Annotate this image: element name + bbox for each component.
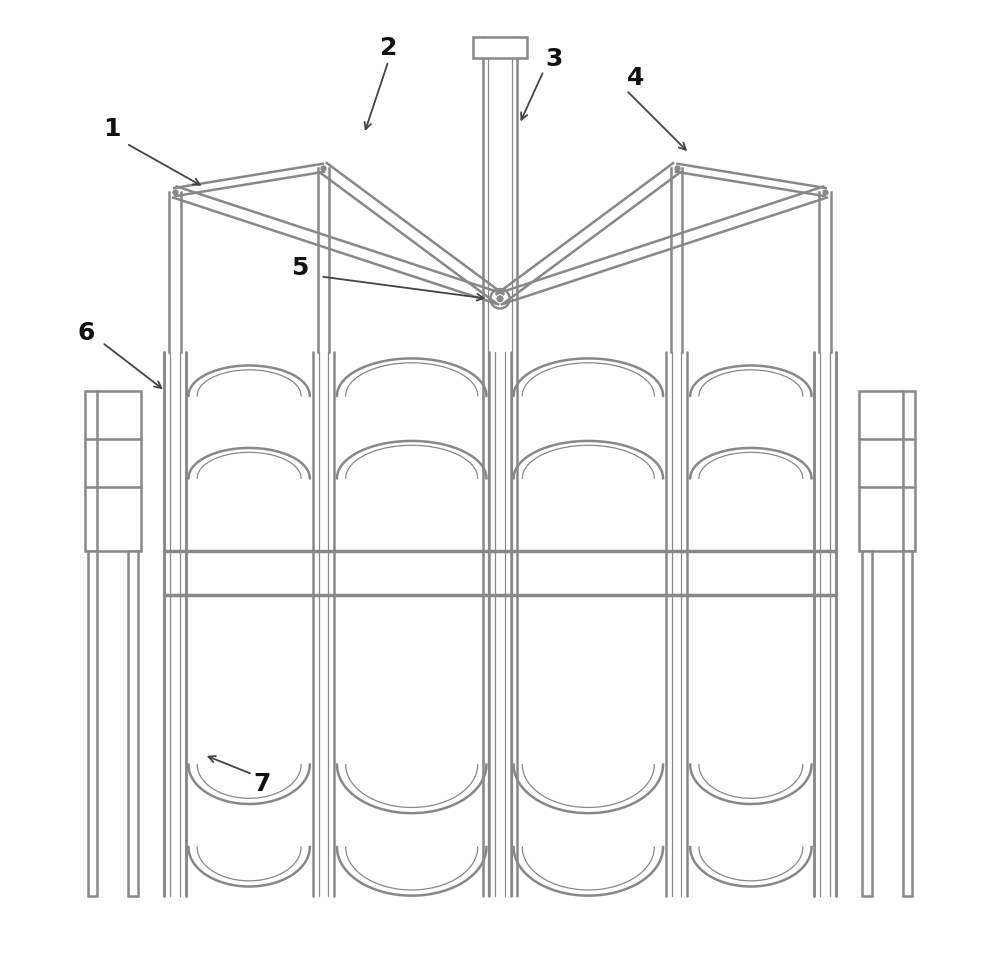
Text: 4: 4	[627, 66, 645, 91]
Text: 6: 6	[78, 321, 95, 345]
Bar	[473, 37, 527, 59]
Bar	[128, 551, 138, 896]
Bar	[903, 551, 912, 896]
Text: 2: 2	[380, 36, 397, 61]
Text: 7: 7	[254, 772, 271, 796]
Bar	[85, 391, 141, 551]
Text: 5: 5	[291, 256, 309, 280]
Bar	[859, 391, 915, 551]
Circle shape	[497, 296, 503, 302]
Bar	[88, 551, 97, 896]
Text: 1: 1	[103, 117, 121, 141]
Text: 3: 3	[546, 47, 563, 71]
Bar	[862, 551, 872, 896]
